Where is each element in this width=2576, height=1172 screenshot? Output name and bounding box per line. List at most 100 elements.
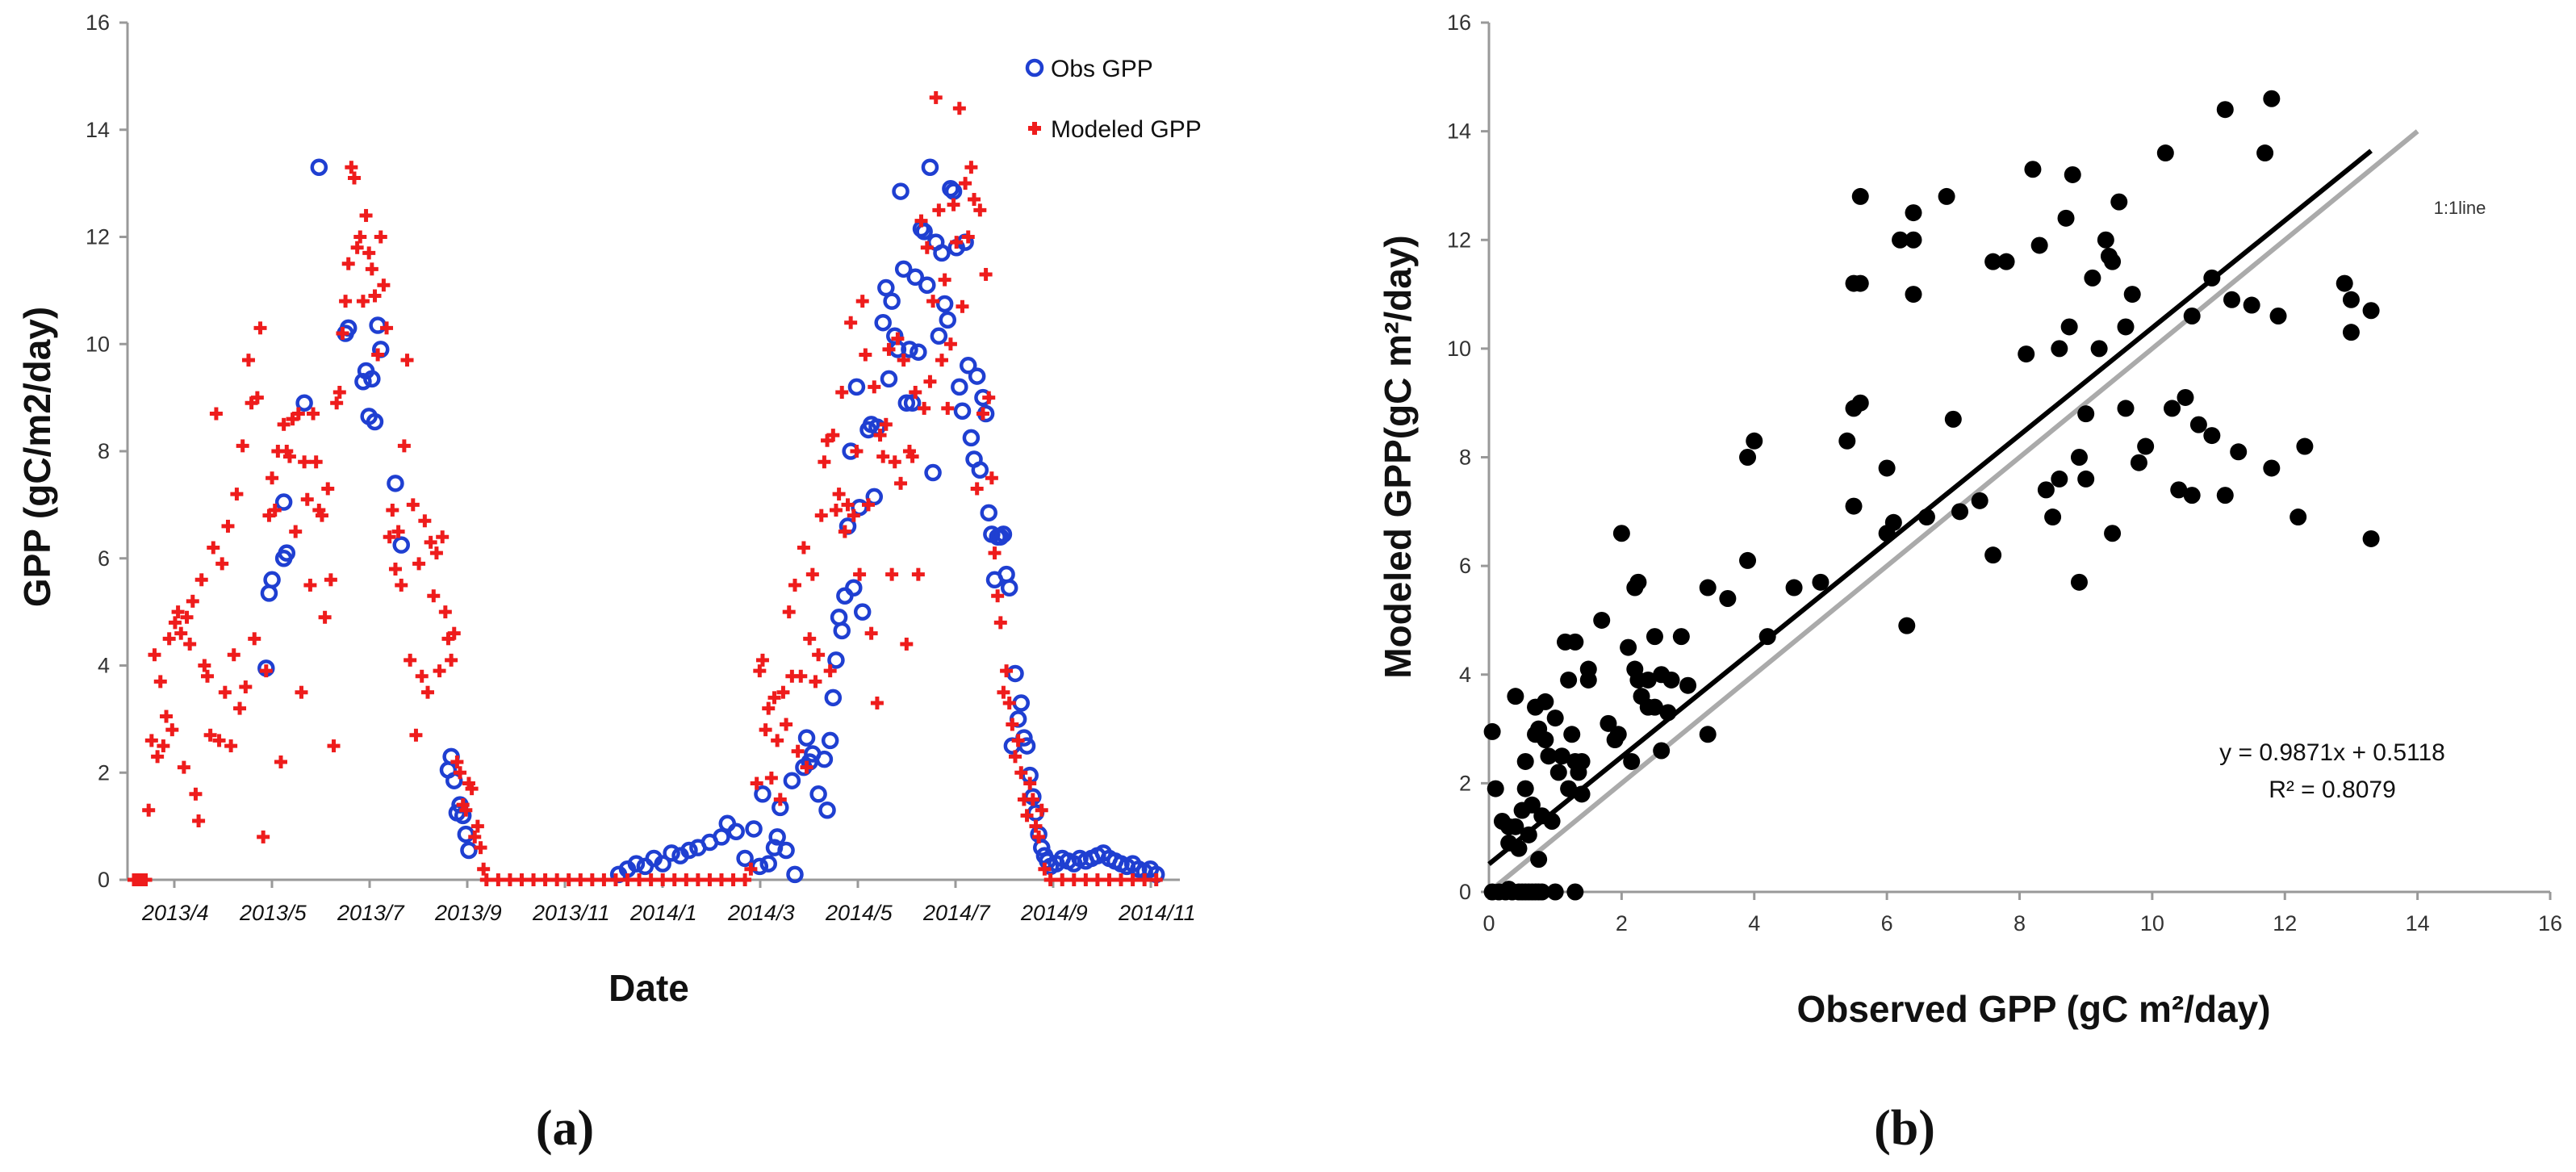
chart-b-y-label: Modeled GPP(gC m²/day) (1377, 235, 1419, 678)
modeled-gpp-point (257, 830, 270, 843)
scatter-point (1560, 780, 1578, 797)
modeled-gpp-point (762, 701, 776, 715)
modeled-gpp-point (755, 653, 769, 667)
modeled-gpp-point (429, 546, 443, 560)
obs-gpp-point (1033, 839, 1051, 856)
modeled-gpp-point (171, 605, 185, 619)
scatter-point (1662, 671, 1680, 689)
modeled-gpp-point (386, 504, 399, 517)
modeled-gpp-point (703, 873, 717, 886)
scatter-point (2104, 525, 2122, 542)
modeled-gpp-point (1029, 819, 1043, 833)
scatter-point (2216, 101, 2234, 119)
scatter-point (1593, 611, 1611, 629)
modeled-gpp-point (644, 873, 658, 886)
chart-a-x-ticks: 2013/4 2013/5 2013/7 2013/9 2013/11 2014/1 201… (141, 880, 1196, 925)
modeled-gpp-point (168, 616, 182, 630)
modeled-gpp-point (139, 873, 153, 886)
modeled-gpp-point (574, 873, 588, 886)
scatter-point (2263, 459, 2281, 477)
obs-gpp-point (786, 865, 804, 884)
modeled-gpp-point (474, 841, 487, 855)
modeled-gpp-point (318, 610, 332, 624)
scatter-point (2051, 470, 2068, 488)
modeled-gpp-point (759, 723, 772, 737)
modeled-gpp-point (1043, 873, 1057, 886)
y-tick-label: 6 (1459, 554, 1471, 578)
modeled-gpp-point (477, 862, 491, 876)
modeled-gpp-point (961, 230, 975, 244)
modeled-gpp-point (465, 782, 479, 796)
x-tick-label: 2014/5 (825, 901, 893, 925)
scatter-point (1520, 826, 1537, 843)
scatter-point (1537, 693, 1554, 710)
modeled-gpp-point (814, 509, 828, 522)
obs-gpp-point (939, 311, 957, 329)
obs-gpp-point (944, 182, 963, 200)
scatter-point (1719, 590, 1737, 608)
modeled-gpp-point (339, 295, 353, 308)
y-tick-label: 0 (1459, 880, 1471, 904)
obs-gpp-point (892, 182, 910, 200)
chart-b-y-ticks: 0 2 4 6 8 10 12 14 16 (1447, 10, 1489, 904)
modeled-gpp-point (527, 873, 541, 886)
obs-gpp-point (274, 493, 293, 511)
x-tick-label: 2 (1616, 911, 1628, 936)
modeled-gpp-point (943, 337, 957, 351)
modeled-gpp-point (680, 873, 693, 886)
modeled-gpp-point (397, 439, 411, 453)
modeled-gpp-point (470, 819, 484, 833)
modeled-gpp-point (236, 439, 249, 453)
scatter-point (2130, 454, 2147, 471)
obs-gpp-point (894, 260, 913, 278)
modeled-gpp-point (1035, 803, 1048, 817)
y-tick-label: 16 (86, 10, 110, 35)
modeled-gpp-point (380, 321, 394, 335)
chart-a-y-label: GPP (gC/m2/day) (16, 307, 58, 607)
modeled-gpp-point (274, 755, 287, 768)
modeled-gpp-point (162, 632, 176, 646)
scatter-point (1812, 573, 1830, 591)
obs-gpp-point (713, 828, 730, 846)
scatter-point (2170, 481, 2188, 499)
modeled-gpp-point (997, 685, 1010, 699)
x-tick-label: 6 (1881, 911, 1893, 936)
scatter-point (1507, 818, 1524, 835)
scatter-point (2137, 437, 2155, 455)
scatter-point (1609, 726, 1627, 743)
scatter-point (1699, 579, 1717, 596)
scatter-point (1892, 231, 1909, 249)
modeled-gpp-point (847, 509, 860, 522)
scatter-point (2123, 286, 2141, 303)
modeled-gpp-point (767, 691, 781, 705)
obs-gpp-point (627, 855, 646, 873)
modeled-gpp-point (409, 728, 423, 742)
modeled-gpp-point (947, 198, 960, 211)
scatter-point (2290, 509, 2307, 526)
modeled-gpp-point (868, 380, 881, 394)
obs-gpp-point (366, 412, 384, 431)
y-tick-label: 12 (86, 225, 110, 249)
scatter-point (2156, 144, 2174, 162)
scatter-point (1905, 231, 1922, 249)
modeled-gpp-point (259, 664, 273, 678)
scatter-point (2077, 470, 2095, 488)
modeled-gpp-point (800, 760, 813, 774)
modeled-gpp-point (427, 589, 441, 603)
modeled-gpp-point (421, 685, 434, 699)
scatter-point (2223, 291, 2240, 308)
obs-gpp-point (951, 378, 968, 396)
obs-gpp-point (933, 244, 951, 262)
obs-gpp-point (797, 729, 816, 747)
modeled-gpp-point (853, 567, 867, 581)
modeled-gpp-point (295, 685, 308, 699)
modeled-gpp-point (215, 557, 229, 571)
modeled-gpp-point (993, 616, 1007, 630)
modeled-gpp-point (291, 407, 305, 421)
chart-a-x-label: Date (608, 967, 689, 1009)
obs-gpp-point (877, 278, 895, 297)
modeled-gpp-point (1000, 664, 1014, 678)
modeled-gpp-point (914, 214, 928, 228)
modeled-gpp-point (633, 873, 646, 886)
scatter-point (1938, 187, 1955, 205)
